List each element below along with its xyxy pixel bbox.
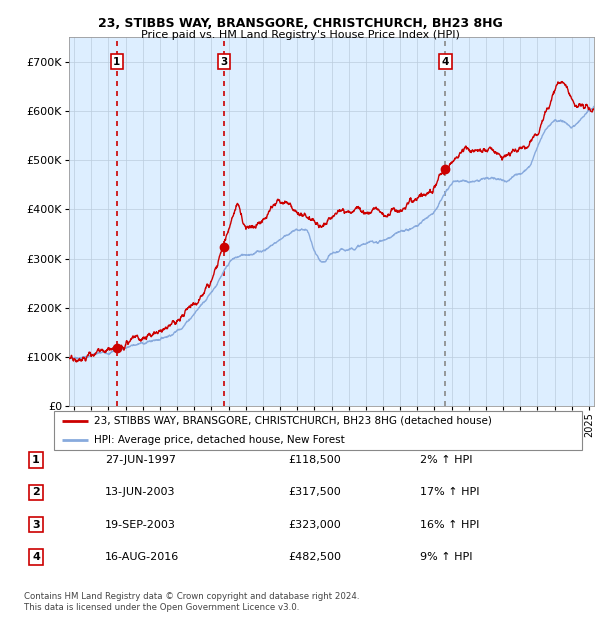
FancyBboxPatch shape	[54, 411, 582, 449]
Text: 23, STIBBS WAY, BRANSGORE, CHRISTCHURCH, BH23 8HG (detached house): 23, STIBBS WAY, BRANSGORE, CHRISTCHURCH,…	[94, 415, 491, 426]
Text: 2% ↑ HPI: 2% ↑ HPI	[420, 455, 473, 465]
Text: 4: 4	[442, 57, 449, 67]
Text: 3: 3	[220, 57, 227, 67]
Text: 3: 3	[32, 520, 40, 529]
Text: £118,500: £118,500	[288, 455, 341, 465]
Text: 9% ↑ HPI: 9% ↑ HPI	[420, 552, 473, 562]
Text: 16% ↑ HPI: 16% ↑ HPI	[420, 520, 479, 529]
Text: 17% ↑ HPI: 17% ↑ HPI	[420, 487, 479, 497]
Text: £482,500: £482,500	[288, 552, 341, 562]
Text: Contains HM Land Registry data © Crown copyright and database right 2024.
This d: Contains HM Land Registry data © Crown c…	[24, 592, 359, 611]
Text: £323,000: £323,000	[288, 520, 341, 529]
Text: 16-AUG-2016: 16-AUG-2016	[105, 552, 179, 562]
Text: HPI: Average price, detached house, New Forest: HPI: Average price, detached house, New …	[94, 435, 344, 445]
Text: 23, STIBBS WAY, BRANSGORE, CHRISTCHURCH, BH23 8HG: 23, STIBBS WAY, BRANSGORE, CHRISTCHURCH,…	[98, 17, 502, 30]
Text: 13-JUN-2003: 13-JUN-2003	[105, 487, 176, 497]
Text: 19-SEP-2003: 19-SEP-2003	[105, 520, 176, 529]
Text: 4: 4	[32, 552, 40, 562]
Text: 1: 1	[113, 57, 121, 67]
Text: 2: 2	[32, 487, 40, 497]
Text: 1: 1	[32, 455, 40, 465]
Text: £317,500: £317,500	[288, 487, 341, 497]
Text: 27-JUN-1997: 27-JUN-1997	[105, 455, 176, 465]
Text: Price paid vs. HM Land Registry's House Price Index (HPI): Price paid vs. HM Land Registry's House …	[140, 30, 460, 40]
